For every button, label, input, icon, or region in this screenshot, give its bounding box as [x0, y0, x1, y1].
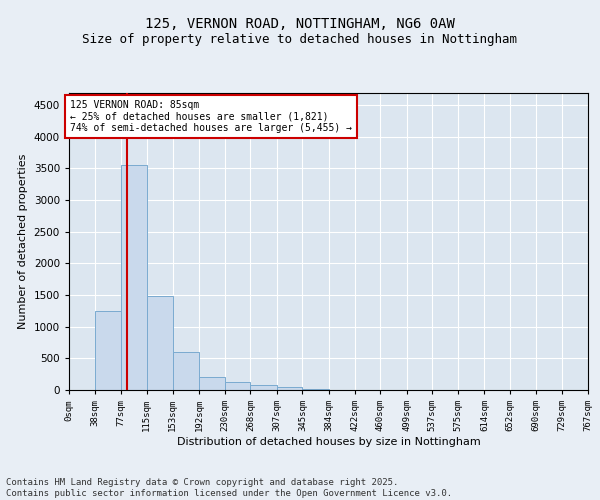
Bar	[95, 310, 121, 390]
Bar	[302, 388, 329, 390]
Bar	[121, 165, 147, 390]
Bar	[250, 385, 277, 390]
Text: 125 VERNON ROAD: 85sqm
← 25% of detached houses are smaller (1,821)
74% of semi-: 125 VERNON ROAD: 85sqm ← 25% of detached…	[70, 100, 352, 134]
Y-axis label: Number of detached properties: Number of detached properties	[18, 154, 28, 329]
Bar	[277, 387, 302, 390]
Text: 125, VERNON ROAD, NOTTINGHAM, NG6 0AW: 125, VERNON ROAD, NOTTINGHAM, NG6 0AW	[145, 18, 455, 32]
Bar	[147, 296, 173, 390]
Bar	[199, 376, 224, 390]
X-axis label: Distribution of detached houses by size in Nottingham: Distribution of detached houses by size …	[176, 437, 481, 447]
Bar	[173, 352, 199, 390]
Text: Contains HM Land Registry data © Crown copyright and database right 2025.
Contai: Contains HM Land Registry data © Crown c…	[6, 478, 452, 498]
Text: Size of property relative to detached houses in Nottingham: Size of property relative to detached ho…	[83, 32, 517, 46]
Bar	[224, 382, 250, 390]
